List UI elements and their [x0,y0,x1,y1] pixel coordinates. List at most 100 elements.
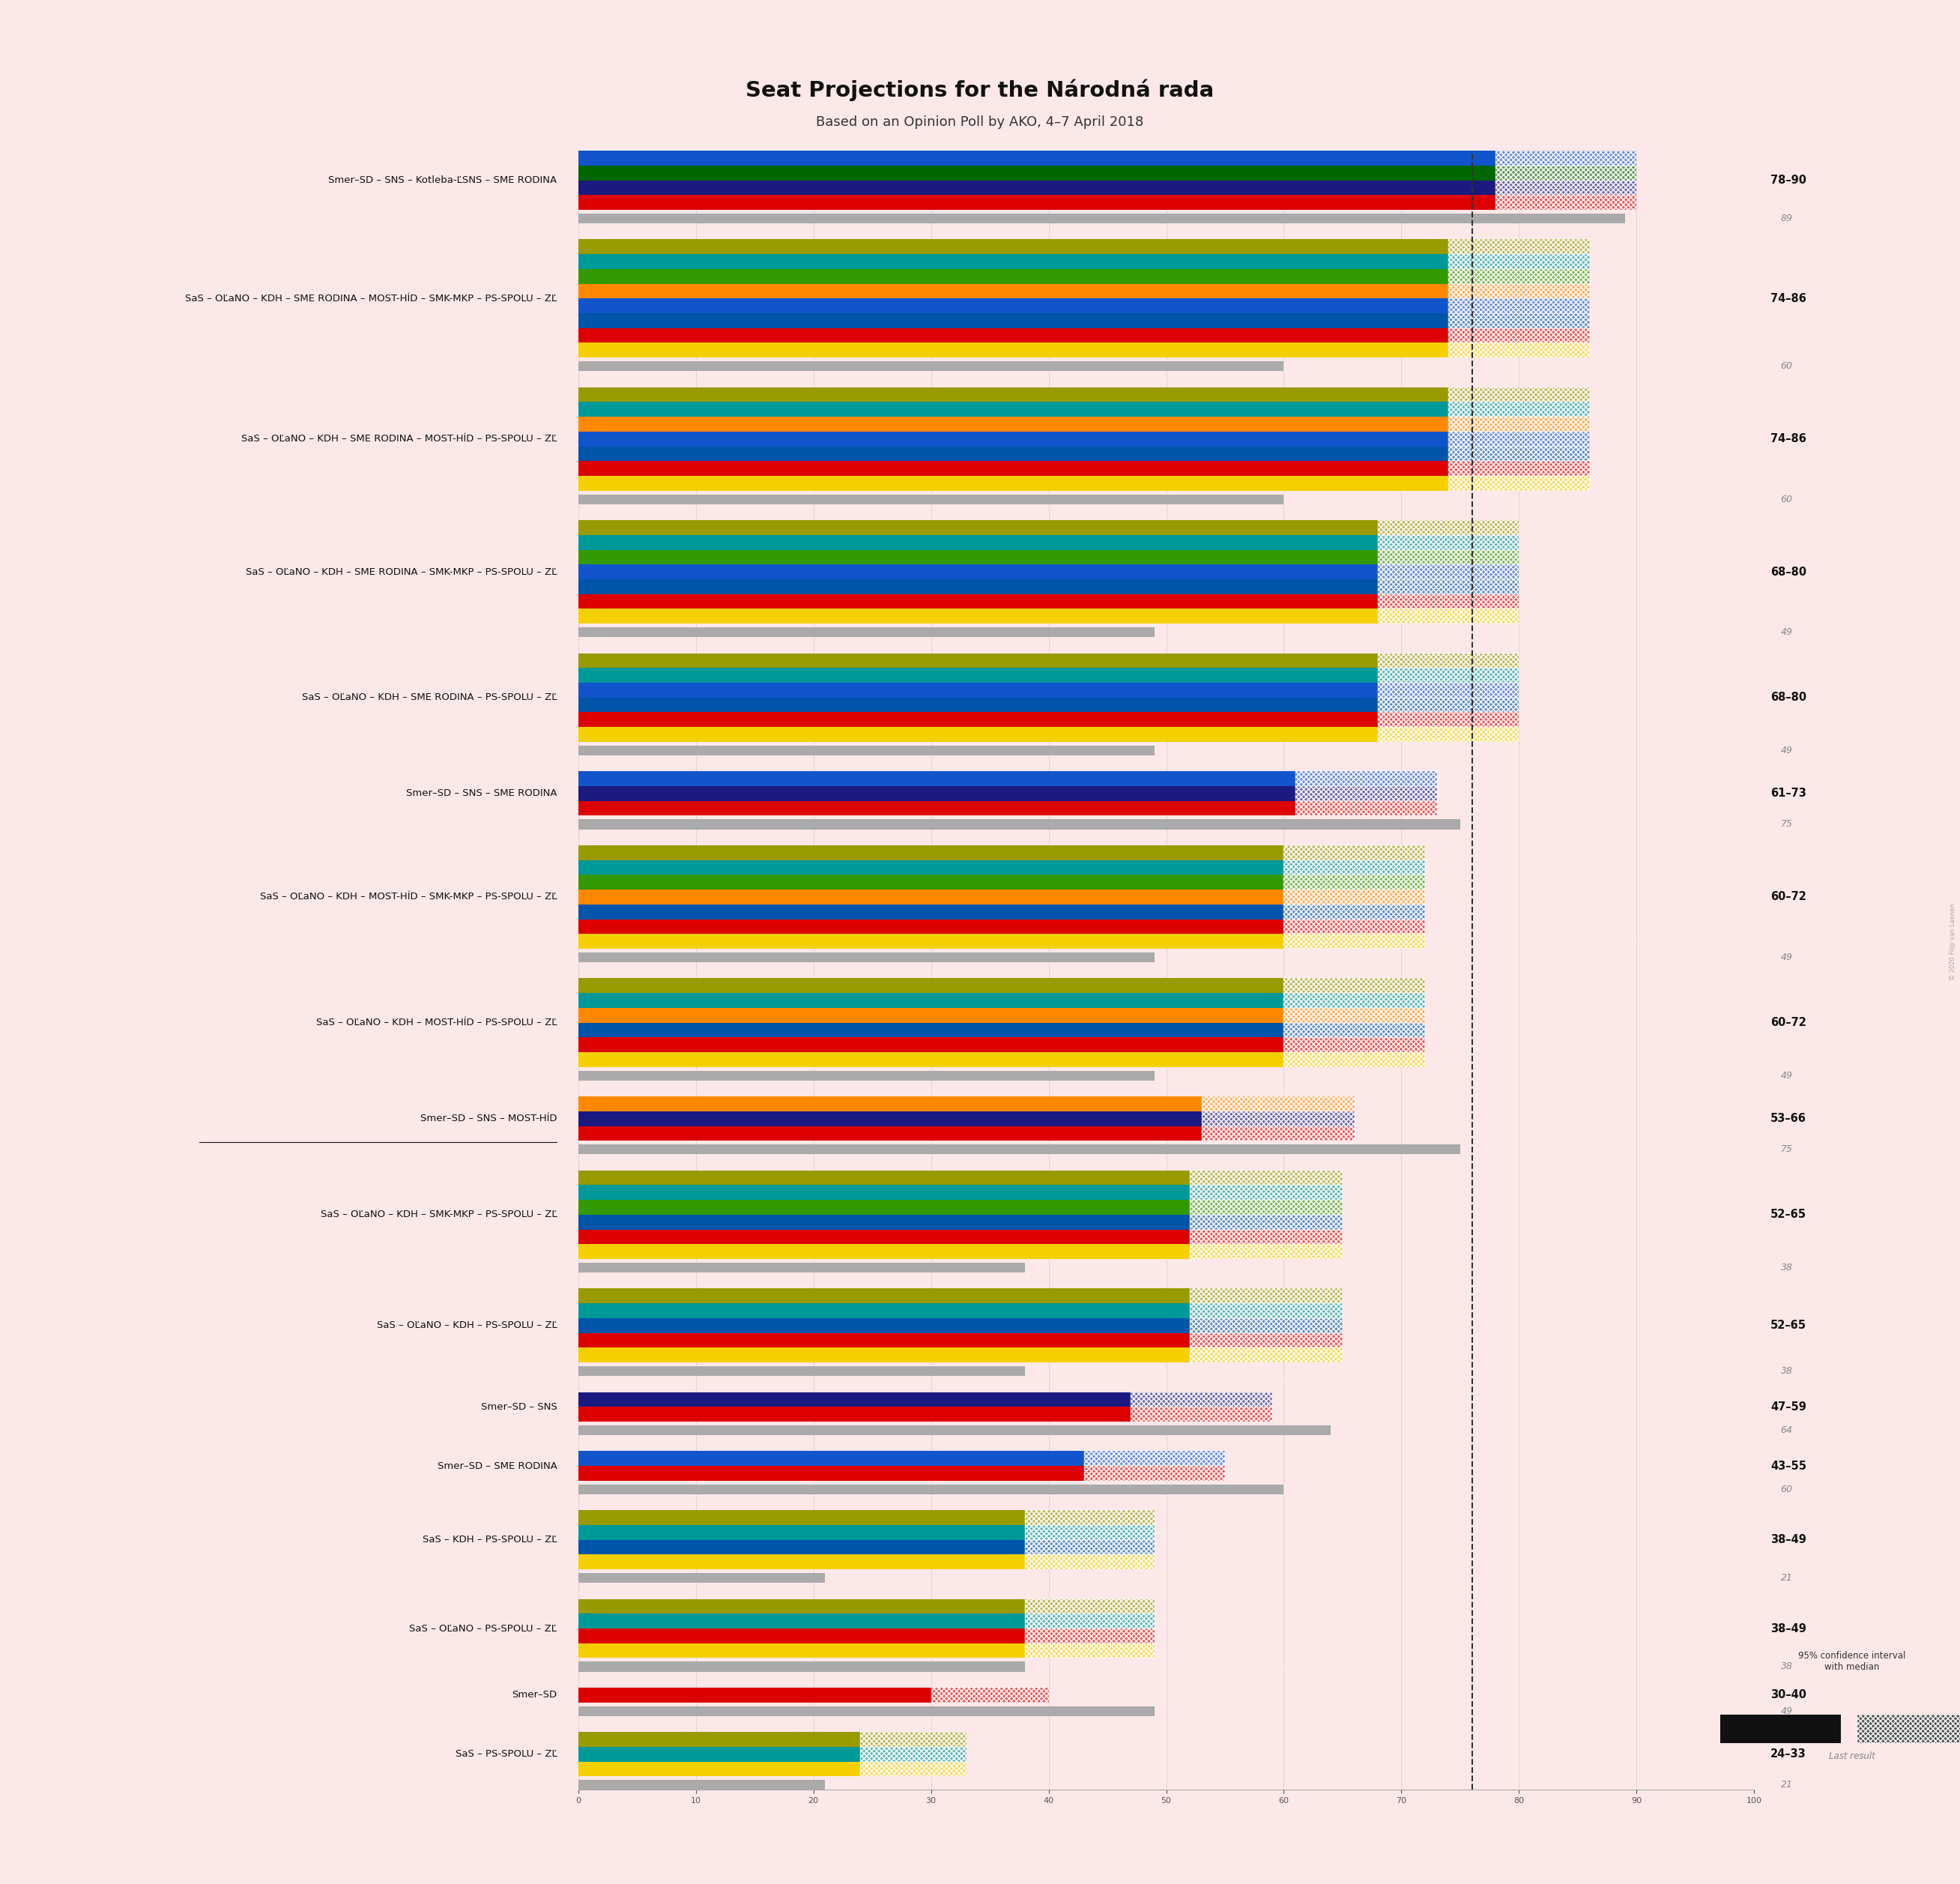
Bar [1190,1347,1343,1362]
Bar [578,786,1296,801]
Text: 21: 21 [1780,1780,1793,1790]
Bar [1296,801,1437,816]
Bar [578,565,1378,578]
Bar [1448,284,1590,298]
Bar [1448,328,1590,343]
Bar [578,801,1296,816]
Bar [1378,669,1519,682]
Bar [1190,1230,1343,1243]
Bar [1284,846,1425,859]
Bar [1284,919,1425,934]
Bar [578,239,1448,254]
Text: 95% confidence interval
with median: 95% confidence interval with median [1799,1650,1905,1673]
Bar [1378,609,1519,624]
Bar [1084,1451,1225,1466]
Bar [578,934,1284,950]
Bar [578,343,1448,358]
Bar [1131,1392,1272,1407]
Bar [1448,269,1590,284]
Bar [1190,1200,1343,1215]
Bar [578,1144,1460,1155]
Bar [1448,447,1590,462]
Bar [578,1466,1084,1481]
Bar [578,1731,860,1746]
Bar [1448,477,1590,490]
Bar [1284,1038,1425,1051]
Bar [578,1780,825,1790]
Bar [1025,1600,1154,1615]
Bar [1284,1038,1425,1051]
Bar [1284,993,1425,1008]
Bar [1131,1407,1272,1422]
Bar [578,978,1284,993]
Bar [578,1426,1331,1436]
Text: Smer–SD: Smer–SD [512,1690,557,1699]
Bar [1495,166,1637,181]
Bar [1448,239,1590,254]
Bar [1284,934,1425,950]
Bar [578,181,1495,196]
Bar [578,1070,1154,1081]
Bar [1296,801,1437,816]
Bar [1284,993,1425,1008]
Text: 60–72: 60–72 [1770,891,1807,902]
Bar [1378,535,1519,550]
Text: 38–49: 38–49 [1770,1622,1807,1633]
Text: SaS – OĽaNO – KDH – PS-SPOLU – ZĽ: SaS – OĽaNO – KDH – PS-SPOLU – ZĽ [376,1321,557,1330]
Bar [1448,386,1590,401]
Bar [1190,1185,1343,1200]
Bar [1190,1304,1343,1319]
Bar [1448,313,1590,328]
Bar [1190,1230,1343,1243]
Bar [1378,550,1519,565]
Bar [578,1096,1201,1112]
Text: 49: 49 [1780,627,1793,637]
Bar [1025,1615,1154,1628]
Text: Last result: Last result [1829,1752,1876,1762]
Bar [1284,889,1425,904]
Bar [578,269,1448,284]
Text: © 2020 Filip van Laenen: © 2020 Filip van Laenen [1950,904,1956,980]
Bar [1284,846,1425,859]
Bar [578,1038,1284,1051]
Text: 49: 49 [1780,953,1793,963]
Bar [578,1243,1190,1259]
Bar [578,1215,1190,1230]
Bar [578,1262,1025,1272]
Bar [1448,254,1590,269]
Bar [1025,1643,1154,1658]
Bar [1378,520,1519,535]
Text: 74–86: 74–86 [1770,292,1807,303]
Bar [578,1319,1190,1332]
Bar [931,1688,1049,1703]
Bar [578,284,1448,298]
Bar [578,609,1378,624]
Bar [1378,535,1519,550]
Text: SaS – OĽaNO – KDH – SME RODINA – MOST-HÍD – SMK-MKP – PS-SPOLU – ZĽ: SaS – OĽaNO – KDH – SME RODINA – MOST-HÍ… [186,294,557,303]
Bar [1448,343,1590,358]
Bar [578,1366,1025,1375]
Bar [1448,401,1590,416]
Bar [1378,712,1519,727]
Bar [578,213,1625,224]
Text: 60–72: 60–72 [1770,1017,1807,1029]
Bar [1025,1615,1154,1628]
Bar [1378,682,1519,697]
Bar [1025,1524,1154,1539]
Text: 43–55: 43–55 [1770,1460,1807,1471]
Bar [1448,298,1590,313]
Bar [1131,1392,1272,1407]
Bar [1190,1319,1343,1332]
Bar [1448,313,1590,328]
Bar [1448,328,1590,343]
Bar [578,1332,1190,1347]
Bar [578,1511,1025,1524]
Bar [578,1051,1284,1066]
Text: 30–40: 30–40 [1770,1690,1807,1701]
Bar [1025,1539,1154,1554]
Bar [578,727,1378,742]
Bar [1378,727,1519,742]
Bar [578,1688,931,1703]
Bar [578,654,1378,669]
Text: 60: 60 [1780,1485,1793,1494]
